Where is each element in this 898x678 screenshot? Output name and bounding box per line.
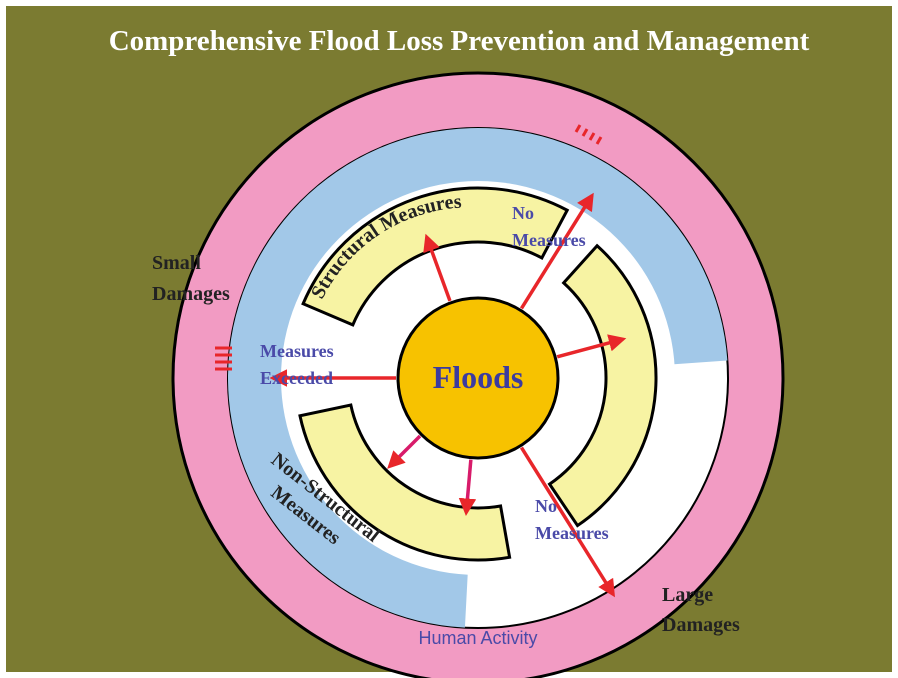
small-damages: Damages xyxy=(152,283,230,305)
large-damages: Large xyxy=(662,584,713,606)
measure-arc xyxy=(301,186,570,327)
arrow xyxy=(458,459,477,516)
measures-exceeded: Exceeded xyxy=(260,368,333,388)
small-damages: Small xyxy=(152,252,201,274)
arrow xyxy=(556,334,627,359)
no-measures-top: Measures xyxy=(512,230,586,250)
human-activity: Human Activity xyxy=(418,628,537,648)
large-damages: Damages xyxy=(662,614,740,636)
title: Comprehensive Flood Loss Prevention and … xyxy=(109,25,810,57)
arrow xyxy=(387,434,422,469)
no-measures-top: No xyxy=(512,203,534,223)
measures-exceeded: Measures xyxy=(260,341,334,361)
arrow xyxy=(423,233,452,302)
no-measures-bottom: Measures xyxy=(535,523,609,543)
measure-arc xyxy=(298,403,512,562)
floods-label: Floods xyxy=(433,359,524,395)
arrow xyxy=(519,446,615,598)
floods-circle xyxy=(396,296,560,460)
arrow xyxy=(519,192,594,310)
damage-ticks xyxy=(215,124,603,371)
no-measures-bottom: No xyxy=(535,496,557,516)
measure-arc xyxy=(547,243,658,528)
